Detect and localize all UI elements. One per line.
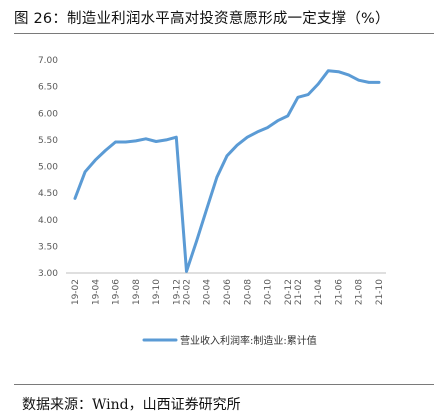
data-point [73,197,77,200]
x-tick-label: 21-04 [314,279,324,305]
x-tick-label: 20-08 [243,279,253,305]
x-tick-label: 19-02 [71,279,81,305]
data-point [246,136,249,139]
x-tick-label: 21-02 [294,279,304,305]
data-point [114,140,117,144]
data-point [367,81,371,84]
x-tick-label: 19-08 [132,279,142,305]
data-point [94,158,97,162]
y-axis-ticks: 7.00 6.50 6.00 5.50 5.00 4.50 4.00 3.50 3.00 [38,56,58,279]
chart-legend: 营业收入利润率:制造业:累计值 [142,334,317,347]
data-point [104,149,107,152]
x-axis: 19-02 19-04 19-06 19-08 19-10 19-12 20-02 20-04… [66,272,386,305]
data-point [337,70,340,73]
x-tick-label: 20-06 [223,279,233,305]
data-point [347,73,350,77]
x-tick-label: 19-10 [152,279,162,305]
bottom-divider [14,384,434,385]
data-point [154,140,158,143]
top-divider [14,33,434,34]
y-tick-label: 5.00 [38,163,58,173]
data-point [306,93,310,96]
data-point [165,138,168,142]
data-point [256,130,259,134]
x-tick-label: 20-02 [182,279,192,305]
data-point [266,126,269,129]
data-point [134,139,137,143]
figure-title: 图 26：制造业利润水平高对投资意愿形成一定支撑（%） [14,11,390,27]
y-tick-label: 3.50 [38,242,58,252]
data-point [215,175,219,179]
data-point [317,82,320,86]
data-point [235,144,239,147]
series-layer [73,69,381,273]
y-tick-label: 4.50 [38,189,58,199]
y-tick-label: 6.00 [38,109,58,119]
y-tick-label: 7.00 [38,56,58,66]
data-point [276,119,279,122]
x-tick-label: 19-04 [91,279,101,305]
x-tick-label: 21-10 [375,279,385,305]
data-point [144,137,148,141]
data-point [357,79,360,82]
data-point [185,270,188,273]
data-point [327,69,330,72]
data-point [175,136,178,139]
x-tick-label: 19-12 [172,279,182,305]
data-source-note: 数据来源：Wind，山西证券研究所 [22,397,241,413]
data-point [286,114,289,118]
y-tick-label: 4.00 [38,216,58,226]
x-tick-label: 20-10 [264,279,274,305]
data-point [225,154,229,158]
data-point [377,81,381,84]
x-tick-label: 21-06 [334,279,344,305]
y-tick-label: 3.00 [38,269,58,279]
x-tick-label: 20-04 [203,279,213,305]
x-tick-label: 20-12 [284,279,294,305]
x-tick-label: 21-08 [355,279,365,305]
y-tick-label: 6.50 [38,83,58,93]
data-point [124,140,127,144]
legend-label: 营业收入利润率:制造业:累计值 [180,334,317,347]
data-point [296,96,300,99]
y-tick-label: 5.50 [38,136,58,146]
x-tick-label: 19-06 [112,279,122,305]
data-point [83,170,87,174]
series-line [73,69,381,273]
data-point [195,239,198,243]
data-point [205,207,208,211]
